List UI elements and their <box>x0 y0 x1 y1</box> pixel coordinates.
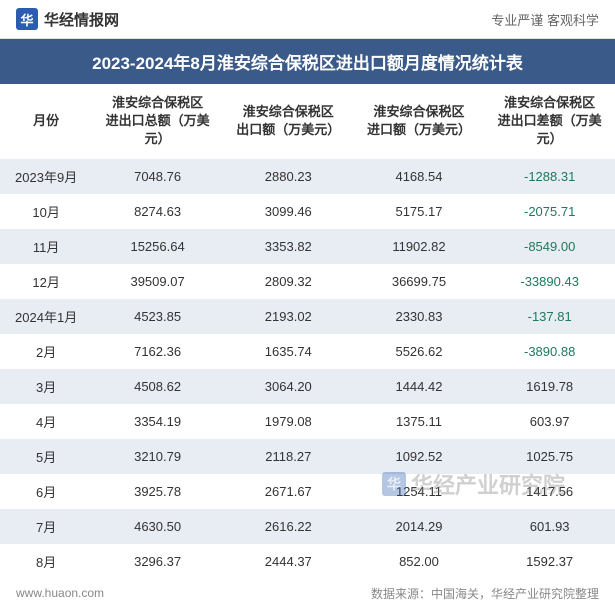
site-url: www.huaon.com <box>16 586 104 600</box>
cell-export: 2880.23 <box>223 159 354 194</box>
cell-month: 5月 <box>0 439 92 474</box>
cell-total: 4508.62 <box>92 369 223 404</box>
table-body: 2023年9月7048.762880.234168.54-1288.3110月8… <box>0 159 615 579</box>
table-row: 4月3354.191979.081375.11603.97 <box>0 404 615 439</box>
table-title: 2023-2024年8月淮安综合保税区进出口额月度情况统计表 <box>0 39 615 84</box>
cell-import: 2330.83 <box>354 299 485 334</box>
cell-import: 1092.52 <box>354 439 485 474</box>
cell-total: 3925.78 <box>92 474 223 509</box>
col-header-total: 淮安综合保税区 进出口总额（万美元） <box>92 84 223 159</box>
logo-icon: 华 <box>16 8 38 30</box>
cell-total: 3354.19 <box>92 404 223 439</box>
data-source: 数据来源：中国海关，华经产业研究院整理 <box>371 585 599 602</box>
cell-total: 7162.36 <box>92 334 223 369</box>
cell-export: 2616.22 <box>223 509 354 544</box>
cell-export: 2671.67 <box>223 474 354 509</box>
cell-month: 3月 <box>0 369 92 404</box>
cell-diff: -2075.71 <box>484 194 615 229</box>
cell-import: 1375.11 <box>354 404 485 439</box>
cell-import: 2014.29 <box>354 509 485 544</box>
col-sub-1: 进出口总额（万美元） <box>96 112 219 148</box>
col-main-0: 月份 <box>4 112 88 130</box>
cell-total: 3210.79 <box>92 439 223 474</box>
col-main-3: 淮安综合保税区 <box>358 103 481 121</box>
col-sub-2: 出口额（万美元） <box>227 121 350 139</box>
table-row: 6月3925.782671.671254.111417.56 <box>0 474 615 509</box>
table-row: 2023年9月7048.762880.234168.54-1288.31 <box>0 159 615 194</box>
table-row: 2024年1月4523.852193.022330.83-137.81 <box>0 299 615 334</box>
cell-import: 1444.42 <box>354 369 485 404</box>
col-main-2: 淮安综合保税区 <box>227 103 350 121</box>
cell-month: 10月 <box>0 194 92 229</box>
cell-month: 8月 <box>0 544 92 579</box>
cell-export: 2118.27 <box>223 439 354 474</box>
cell-month: 11月 <box>0 229 92 264</box>
col-header-month: 月份 <box>0 84 92 159</box>
col-main-1: 淮安综合保税区 <box>96 94 219 112</box>
table-row: 12月39509.072809.3236699.75-33890.43 <box>0 264 615 299</box>
table-row: 3月4508.623064.201444.421619.78 <box>0 369 615 404</box>
cell-month: 7月 <box>0 509 92 544</box>
cell-export: 2809.32 <box>223 264 354 299</box>
header-bar: 华 华经情报网 专业严谨 客观科学 <box>0 0 615 39</box>
logo-section: 华 华经情报网 <box>16 8 119 30</box>
cell-total: 8274.63 <box>92 194 223 229</box>
cell-import: 5526.62 <box>354 334 485 369</box>
cell-diff: 601.93 <box>484 509 615 544</box>
cell-export: 3099.46 <box>223 194 354 229</box>
cell-diff: -8549.00 <box>484 229 615 264</box>
cell-export: 1979.08 <box>223 404 354 439</box>
data-table-container: 月份 淮安综合保税区 进出口总额（万美元） 淮安综合保税区 出口额（万美元） 淮… <box>0 84 615 579</box>
cell-import: 11902.82 <box>354 229 485 264</box>
table-row: 2月7162.361635.745526.62-3890.88 <box>0 334 615 369</box>
cell-month: 12月 <box>0 264 92 299</box>
col-sub-3: 进口额（万美元） <box>358 121 481 139</box>
site-name: 华经情报网 <box>44 9 119 30</box>
cell-total: 4523.85 <box>92 299 223 334</box>
data-table: 月份 淮安综合保税区 进出口总额（万美元） 淮安综合保税区 出口额（万美元） 淮… <box>0 84 615 579</box>
cell-month: 4月 <box>0 404 92 439</box>
cell-diff: -137.81 <box>484 299 615 334</box>
col-main-4: 淮安综合保税区 <box>488 94 611 112</box>
cell-diff: 1417.56 <box>484 474 615 509</box>
col-header-diff: 淮安综合保税区 进出口差额（万美元） <box>484 84 615 159</box>
cell-diff: 1619.78 <box>484 369 615 404</box>
table-row: 11月15256.643353.8211902.82-8549.00 <box>0 229 615 264</box>
cell-month: 2月 <box>0 334 92 369</box>
cell-import: 36699.75 <box>354 264 485 299</box>
col-header-import: 淮安综合保税区 进口额（万美元） <box>354 84 485 159</box>
col-header-export: 淮安综合保税区 出口额（万美元） <box>223 84 354 159</box>
cell-total: 4630.50 <box>92 509 223 544</box>
cell-import: 852.00 <box>354 544 485 579</box>
cell-export: 3353.82 <box>223 229 354 264</box>
table-row: 8月3296.372444.37852.001592.37 <box>0 544 615 579</box>
cell-total: 39509.07 <box>92 264 223 299</box>
cell-month: 2023年9月 <box>0 159 92 194</box>
footer-section: www.huaon.com 数据来源：中国海关，华经产业研究院整理 <box>0 579 615 606</box>
cell-export: 2193.02 <box>223 299 354 334</box>
cell-diff: 1592.37 <box>484 544 615 579</box>
cell-import: 1254.11 <box>354 474 485 509</box>
cell-total: 3296.37 <box>92 544 223 579</box>
cell-diff: -3890.88 <box>484 334 615 369</box>
table-row: 5月3210.792118.271092.521025.75 <box>0 439 615 474</box>
cell-diff: 1025.75 <box>484 439 615 474</box>
cell-export: 2444.37 <box>223 544 354 579</box>
table-row: 10月8274.633099.465175.17-2075.71 <box>0 194 615 229</box>
cell-export: 1635.74 <box>223 334 354 369</box>
cell-diff: 603.97 <box>484 404 615 439</box>
table-row: 7月4630.502616.222014.29601.93 <box>0 509 615 544</box>
header-slogan: 专业严谨 客观科学 <box>491 10 599 29</box>
cell-month: 6月 <box>0 474 92 509</box>
table-header: 月份 淮安综合保税区 进出口总额（万美元） 淮安综合保税区 出口额（万美元） 淮… <box>0 84 615 159</box>
col-sub-4: 进出口差额（万美元） <box>488 112 611 148</box>
cell-import: 5175.17 <box>354 194 485 229</box>
cell-diff: -33890.43 <box>484 264 615 299</box>
cell-total: 7048.76 <box>92 159 223 194</box>
cell-export: 3064.20 <box>223 369 354 404</box>
cell-month: 2024年1月 <box>0 299 92 334</box>
cell-diff: -1288.31 <box>484 159 615 194</box>
cell-total: 15256.64 <box>92 229 223 264</box>
cell-import: 4168.54 <box>354 159 485 194</box>
